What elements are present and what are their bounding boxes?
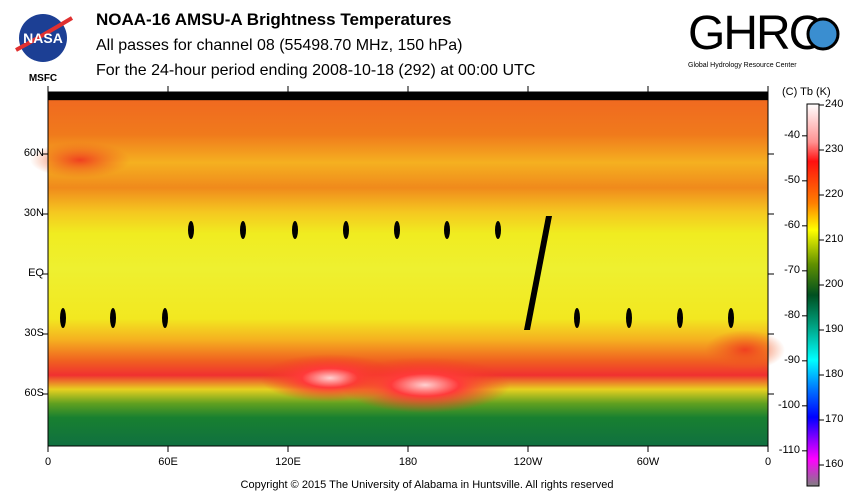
missing-data-swath	[444, 221, 450, 239]
colorbar-k-label: 210	[825, 233, 844, 245]
colorbar-c-label: -70	[784, 263, 800, 276]
ghrc-logo: GHRC Global Hydrology Resource Center	[688, 8, 848, 78]
ghrc-logo-text: GHRC	[688, 7, 823, 60]
colorbar-c-label: -100	[777, 398, 800, 411]
chart-period: For the 24-hour period ending 2008-10-18…	[96, 62, 536, 79]
x-tick-label: 60E	[158, 456, 178, 468]
y-tick-label: 60N	[23, 147, 44, 159]
missing-data-swath	[495, 221, 501, 239]
warm-anomaly	[340, 357, 510, 413]
colorbar-k-label: 160	[825, 458, 844, 470]
y-tick-label: 30S	[24, 327, 44, 339]
x-tick-label: 0	[44, 456, 52, 468]
y-tick-label: 30N	[23, 207, 44, 219]
missing-data-swath	[240, 221, 246, 239]
colorbar-c-label: -40	[784, 128, 800, 141]
chart-title: NOAA-16 AMSU-A Brightness Temperatures	[96, 10, 452, 29]
missing-data-swath	[188, 221, 194, 239]
copyright: Copyright © 2015 The University of Alaba…	[240, 479, 614, 491]
missing-data-swath	[343, 221, 349, 239]
missing-data-swath	[574, 308, 580, 328]
missing-data-swath	[110, 308, 116, 328]
y-tick-label: EQ	[28, 267, 44, 279]
colorbar	[806, 103, 820, 487]
missing-data-swath	[626, 308, 632, 328]
missing-data-swath	[394, 221, 400, 239]
colorbar-c-label: -90	[784, 353, 800, 366]
warm-anomaly	[705, 330, 785, 370]
colorbar-k-label: 220	[825, 188, 844, 200]
colorbar-k-label: 190	[825, 323, 844, 335]
colorbar-k-label: 180	[825, 368, 844, 380]
missing-data-swath	[677, 308, 683, 328]
ghrc-logo-caption: Global Hydrology Resource Center	[688, 62, 797, 69]
colorbar-c-label: -60	[784, 218, 800, 231]
missing-data-swaths	[60, 221, 734, 328]
missing-data-swath	[728, 308, 734, 328]
colorbar-k-label: 170	[825, 413, 844, 425]
missing-data-swath	[292, 221, 298, 239]
nasa-logo-caption: MSFC	[28, 73, 58, 84]
warm-anomaly	[30, 142, 130, 178]
missing-data-swath	[524, 216, 552, 330]
colorbar-header: (C) Tb (K)	[782, 86, 831, 98]
x-tick-label: 180	[398, 456, 418, 468]
nasa-logo: NASA MSFC	[12, 10, 74, 84]
colorbar-k-label: 230	[825, 143, 844, 155]
missing-data-swath	[162, 308, 168, 328]
colorbar-k-label: 240	[825, 98, 844, 110]
chart-subtitle: All passes for channel 08 (55498.70 MHz,…	[96, 37, 463, 54]
missing-data-swath	[60, 308, 66, 328]
colorbar-c-label: -110	[778, 443, 800, 456]
x-tick-label: 60W	[636, 456, 660, 468]
x-tick-label: 120W	[513, 456, 543, 468]
x-tick-label: 120E	[275, 456, 301, 468]
colorbar-c-label: -50	[784, 173, 800, 186]
colorbar-c-label: -80	[784, 308, 800, 321]
x-tick-label: 0	[764, 456, 772, 468]
svg-text:NASA: NASA	[23, 30, 63, 46]
y-tick-label: 60S	[24, 387, 44, 399]
colorbar-k-label: 200	[825, 278, 844, 290]
